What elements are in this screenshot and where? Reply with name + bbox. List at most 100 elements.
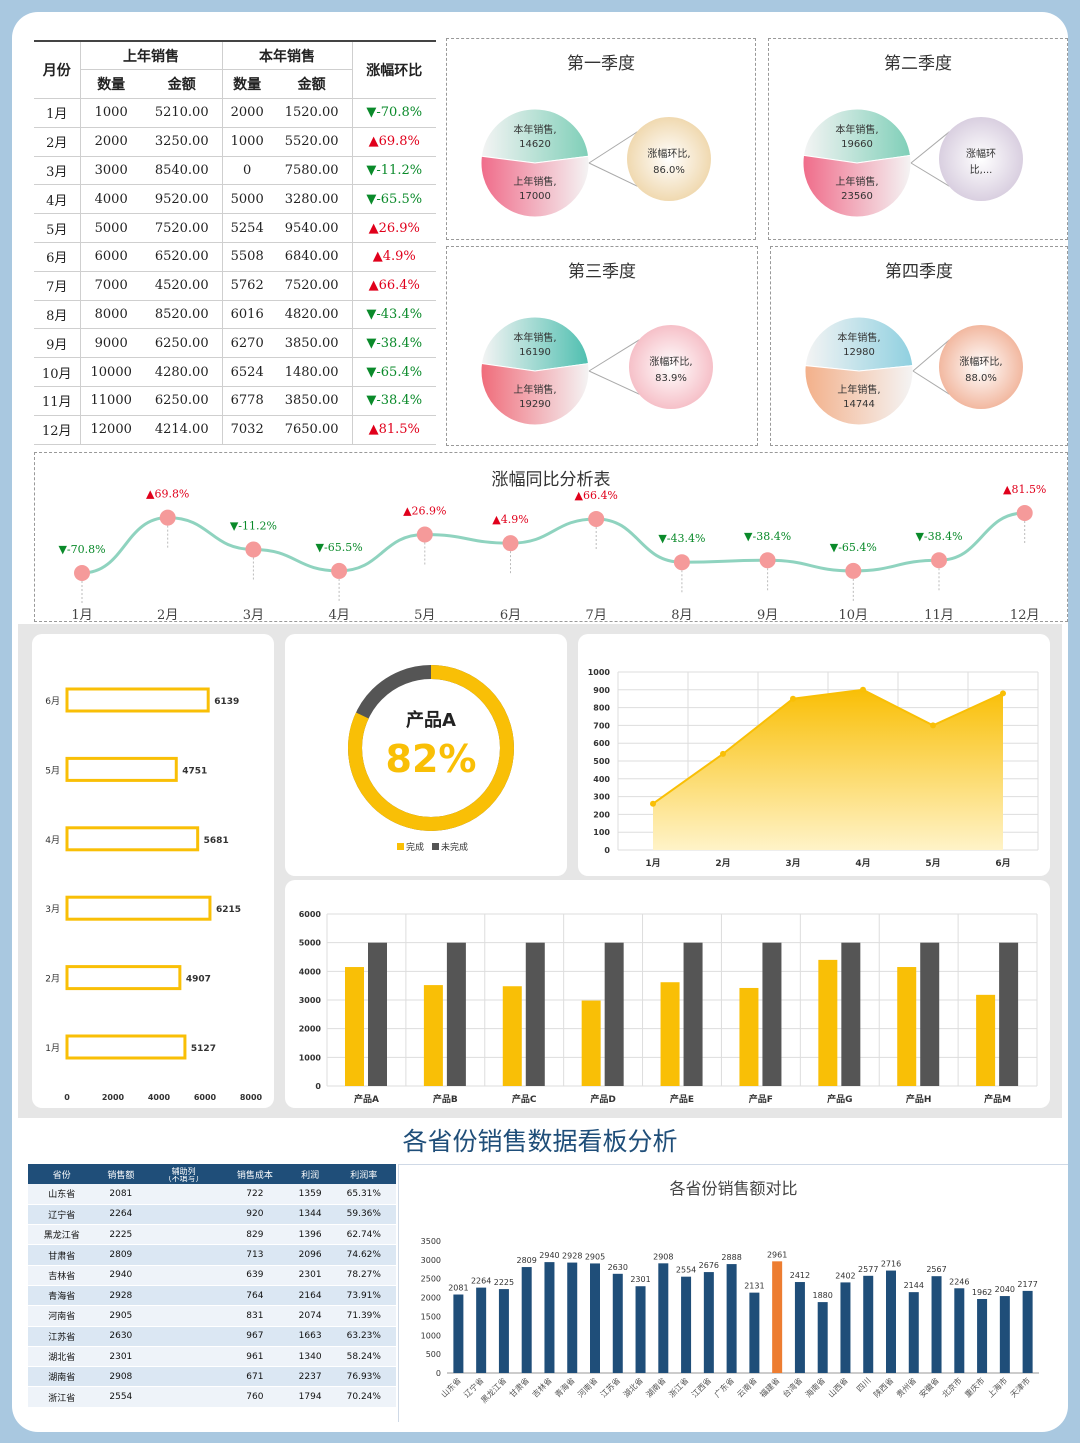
province-header-cell: 利润 xyxy=(288,1164,332,1184)
data-label: ▲4.9% xyxy=(492,513,528,526)
change-cell: ▲66.4% xyxy=(351,271,436,301)
x-tick-label: 河南省 xyxy=(575,1375,599,1399)
province-bar xyxy=(635,1286,646,1373)
province-cell: 黑龙江省 xyxy=(28,1224,96,1246)
x-tick-label: 湖南省 xyxy=(644,1375,668,1399)
data-label: ▼-70.8% xyxy=(58,543,105,556)
province-bar xyxy=(453,1294,464,1373)
helper-col-note: （不填写） xyxy=(163,1175,204,1182)
last-year-label: 上年销售, xyxy=(837,383,880,396)
data-label: ▼-65.4% xyxy=(830,541,877,554)
data-label: ▲26.9% xyxy=(403,505,446,518)
y-tick-label: 3000 xyxy=(299,996,322,1005)
province-cell xyxy=(146,1184,222,1205)
x-tick-label: 甘肃省 xyxy=(507,1375,531,1399)
province-table-wrap: 省份 销售额 辅助列 （不填写） 销售成本 利润 利润率 山东省 2081 722 1359 65.3… xyxy=(28,1164,396,1408)
quarter-title: 第四季度 xyxy=(885,262,953,282)
data-point xyxy=(74,565,90,581)
province-cell: 山东省 xyxy=(28,1184,96,1205)
bar-value-label: 5127 xyxy=(191,1044,216,1054)
last-qty-cell: 5000 xyxy=(79,213,142,244)
product-donut-chart: 产品A 82% 完成 未完成 xyxy=(348,665,514,853)
x-tick-label: 5月 xyxy=(414,608,435,623)
province-row: 青海省 2928 764 2164 73.91% xyxy=(28,1285,396,1307)
bar-value-label: 2412 xyxy=(790,1271,810,1280)
province-cell: 湖南省 xyxy=(28,1366,96,1388)
province-cell: 1794 xyxy=(288,1386,332,1408)
province-header-cell: 辅助列 （不填写） xyxy=(146,1164,222,1184)
y-tick-label: 1000 xyxy=(588,668,611,677)
x-tick-label: 8000 xyxy=(240,1093,263,1102)
this-year-slice xyxy=(480,108,590,164)
x-tick-label: 产品M xyxy=(984,1093,1011,1105)
province-row: 河南省 2905 831 2074 71.39% xyxy=(28,1305,396,1327)
last-year-slice xyxy=(480,362,590,426)
connector-line xyxy=(588,131,638,164)
change-cell: ▲81.5% xyxy=(351,415,436,445)
province-cell: 58.24% xyxy=(331,1346,396,1368)
month-cell: 9月 xyxy=(34,328,80,359)
province-cell xyxy=(146,1244,222,1266)
area-point xyxy=(860,686,866,693)
x-tick-label: 上海市 xyxy=(985,1375,1009,1399)
this-year-value: 14620 xyxy=(519,139,551,150)
this-qty-cell: 5762 xyxy=(221,271,272,301)
connector-line xyxy=(588,339,640,372)
area-fill xyxy=(653,689,1003,850)
change-cell: ▼-70.8% xyxy=(351,98,436,128)
board-title: 各省份销售数据看板分析 xyxy=(402,1127,678,1156)
month-header: 月份 xyxy=(34,40,80,100)
series1-bar xyxy=(897,967,917,1086)
province-cell: 1340 xyxy=(288,1346,332,1368)
this-amount-cell: 3280.00 xyxy=(271,184,352,215)
series2-bar xyxy=(841,942,861,1086)
monthly-sales-table-wrap: 月份 上年销售 本年销售 涨幅环比 数量 金额 数量 金额 1月 1000 5210… xyxy=(34,40,436,445)
data-label: ▼-38.4% xyxy=(915,530,962,543)
x-tick-label: 12月 xyxy=(1010,608,1040,623)
bar-value-label: 2246 xyxy=(949,1277,969,1286)
province-bar xyxy=(863,1275,874,1373)
month-cell: 2月 xyxy=(34,127,80,157)
province-bar-chart: 05001000150020002500300035002081山东省2264辽… xyxy=(421,1237,1039,1405)
y-tick-label: 1000 xyxy=(421,1331,441,1340)
province-cell: 1663 xyxy=(288,1326,332,1347)
connector-line xyxy=(912,339,950,372)
last-amount-header: 金额 xyxy=(141,69,223,100)
province-row: 黑龙江省 2225 829 1396 62.74% xyxy=(28,1224,396,1246)
bar-value-label: 2081 xyxy=(448,1284,468,1293)
bar-value-label: 2630 xyxy=(608,1263,628,1272)
data-point xyxy=(759,552,776,569)
this-year-label: 本年销售, xyxy=(837,331,880,344)
bar-value-label: 2177 xyxy=(1017,1280,1037,1289)
last-year-value: 14744 xyxy=(843,399,875,410)
x-tick-label: 1月 xyxy=(71,608,92,623)
province-cell: 吉林省 xyxy=(28,1265,96,1286)
sales-row: 12月 12000 4214.00 7032 7650.00 ▲81.5% xyxy=(34,415,436,445)
legend-incomplete: 未完成 xyxy=(441,841,468,853)
province-cell: 2908 xyxy=(95,1366,147,1388)
province-cell: 2081 xyxy=(95,1184,147,1205)
province-bar xyxy=(590,1263,600,1373)
area-line xyxy=(652,688,1004,805)
monthly-bar-panel: 6月 6139 5月 4751 4月 5681 3月 6215 2月 4907 1月 5127 0 200… xyxy=(32,634,274,1108)
province-bar xyxy=(954,1288,965,1373)
y-tick-label: 400 xyxy=(593,775,610,784)
province-cell: 760 xyxy=(221,1386,289,1408)
month-cell: 11月 xyxy=(34,386,80,416)
sales-row: 4月 4000 9520.00 5000 3280.00 ▼-65.5% xyxy=(34,184,436,215)
province-cell: 2928 xyxy=(95,1285,147,1307)
province-cell: 河南省 xyxy=(28,1305,96,1327)
x-tick-label: 11月 xyxy=(924,608,954,623)
change-cell: ▲4.9% xyxy=(351,242,436,272)
province-cell xyxy=(146,1204,222,1226)
sales-row: 5月 5000 7520.00 5254 9540.00 ▲26.9% xyxy=(34,213,436,244)
province-chart-title: 各省份销售额对比 xyxy=(669,1179,798,1198)
x-tick-label: 6月 xyxy=(500,608,521,623)
change-label: 涨幅环比, xyxy=(647,147,690,160)
last-amount-cell: 4214.00 xyxy=(141,415,223,445)
province-bar xyxy=(544,1262,555,1373)
series1-bar xyxy=(976,994,996,1086)
sales-row: 3月 3000 8540.00 0 7580.00 ▼-11.2% xyxy=(34,156,436,186)
last-qty-cell: 2000 xyxy=(79,127,142,157)
last-year-label: 上年销售, xyxy=(513,383,556,396)
